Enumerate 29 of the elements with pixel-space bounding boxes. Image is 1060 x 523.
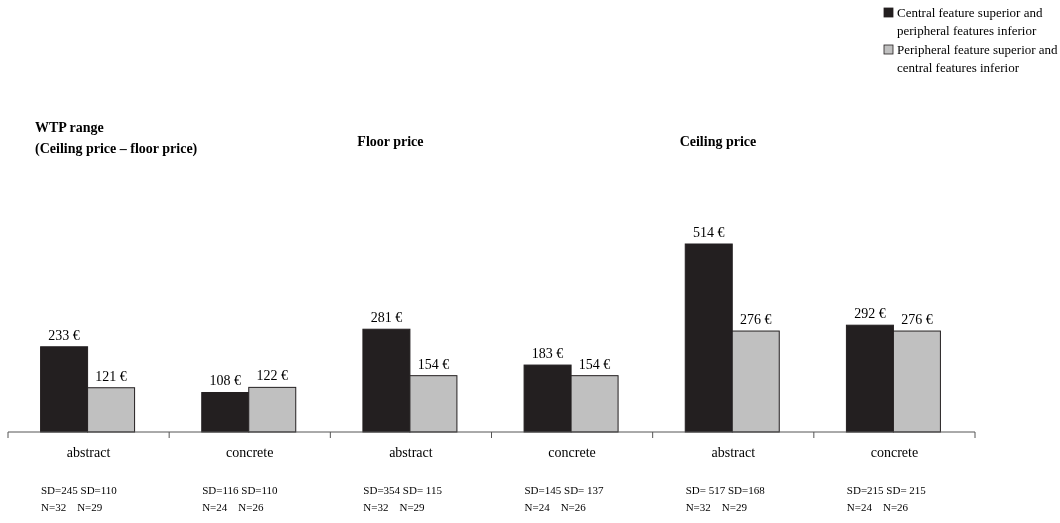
- data-label: 154 €: [417, 356, 450, 372]
- legend-label: Peripheral feature superior and central features inferior: [897, 42, 1059, 75]
- data-label: 276 €: [740, 312, 772, 328]
- x-tick-label: abstract: [66, 445, 111, 460]
- text: Ceiling price: [679, 134, 757, 149]
- x-tick-label: concrete: [548, 445, 596, 460]
- data-label: 122 €: [256, 368, 288, 384]
- x-tick-label: concrete: [226, 445, 274, 460]
- legend-label: Central feature superior and peripheral features inferior: [897, 5, 1043, 38]
- text: SD=116 SD=110 N=24 N=26: [202, 484, 279, 513]
- text: SD= 517 SD=168 N=32 N=29: [685, 484, 766, 513]
- data-label: 121 €: [95, 368, 127, 384]
- data-label: 154 €: [578, 356, 611, 372]
- text: Floor price: [357, 134, 424, 149]
- data-label: 233 €: [48, 327, 80, 343]
- text: SD=215 SD= 215 N=24 N=26: [846, 484, 927, 513]
- text: SD=145 SD= 137 N=24 N=26: [524, 484, 605, 513]
- data-label: 292 €: [854, 306, 886, 322]
- data-label: 276 €: [901, 312, 933, 328]
- text: WTP range (Ceiling price – floor price): [35, 120, 198, 157]
- text: SD=354 SD= 115 N=32 N=29: [363, 484, 443, 513]
- x-tick-label: abstract: [389, 445, 433, 460]
- x-tick-label: concrete: [870, 445, 919, 460]
- data-label: 514 €: [693, 225, 725, 240]
- data-label: 183 €: [531, 346, 564, 362]
- text: SD=245 SD=110 N=32 N=29: [41, 484, 118, 513]
- data-label: 108 €: [209, 373, 241, 389]
- x-tick-label: abstract: [711, 445, 756, 460]
- data-label: 281 €: [370, 310, 403, 326]
